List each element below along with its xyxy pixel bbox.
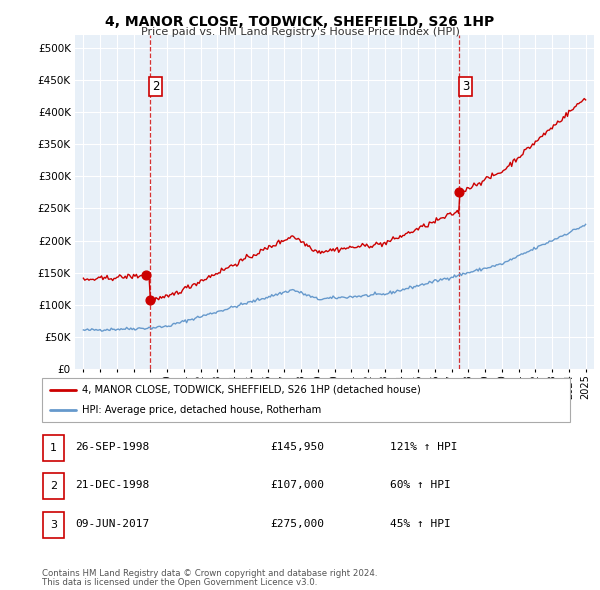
- FancyBboxPatch shape: [43, 435, 64, 461]
- FancyBboxPatch shape: [43, 512, 64, 537]
- Text: 21-DEC-1998: 21-DEC-1998: [75, 480, 149, 490]
- Text: £107,000: £107,000: [270, 480, 324, 490]
- Text: 26-SEP-1998: 26-SEP-1998: [75, 442, 149, 452]
- Text: 121% ↑ HPI: 121% ↑ HPI: [390, 442, 457, 452]
- Text: 09-JUN-2017: 09-JUN-2017: [75, 519, 149, 529]
- Text: HPI: Average price, detached house, Rotherham: HPI: Average price, detached house, Roth…: [82, 405, 321, 415]
- Text: 2: 2: [152, 80, 160, 93]
- Text: 1: 1: [50, 443, 57, 453]
- FancyBboxPatch shape: [43, 473, 64, 499]
- Text: 60% ↑ HPI: 60% ↑ HPI: [390, 480, 451, 490]
- FancyBboxPatch shape: [42, 378, 570, 422]
- Text: 2: 2: [50, 481, 57, 491]
- Text: 3: 3: [50, 520, 57, 530]
- Text: 4, MANOR CLOSE, TODWICK, SHEFFIELD, S26 1HP: 4, MANOR CLOSE, TODWICK, SHEFFIELD, S26 …: [106, 15, 494, 30]
- Text: Contains HM Land Registry data © Crown copyright and database right 2024.: Contains HM Land Registry data © Crown c…: [42, 569, 377, 578]
- Point: [141, 270, 151, 280]
- Text: 3: 3: [462, 80, 469, 93]
- Point: [145, 296, 155, 305]
- Point: [454, 188, 464, 197]
- Text: £275,000: £275,000: [270, 519, 324, 529]
- Text: 45% ↑ HPI: 45% ↑ HPI: [390, 519, 451, 529]
- Text: £145,950: £145,950: [270, 442, 324, 452]
- Text: Price paid vs. HM Land Registry's House Price Index (HPI): Price paid vs. HM Land Registry's House …: [140, 27, 460, 37]
- Text: 4, MANOR CLOSE, TODWICK, SHEFFIELD, S26 1HP (detached house): 4, MANOR CLOSE, TODWICK, SHEFFIELD, S26 …: [82, 385, 421, 395]
- Text: This data is licensed under the Open Government Licence v3.0.: This data is licensed under the Open Gov…: [42, 578, 317, 587]
